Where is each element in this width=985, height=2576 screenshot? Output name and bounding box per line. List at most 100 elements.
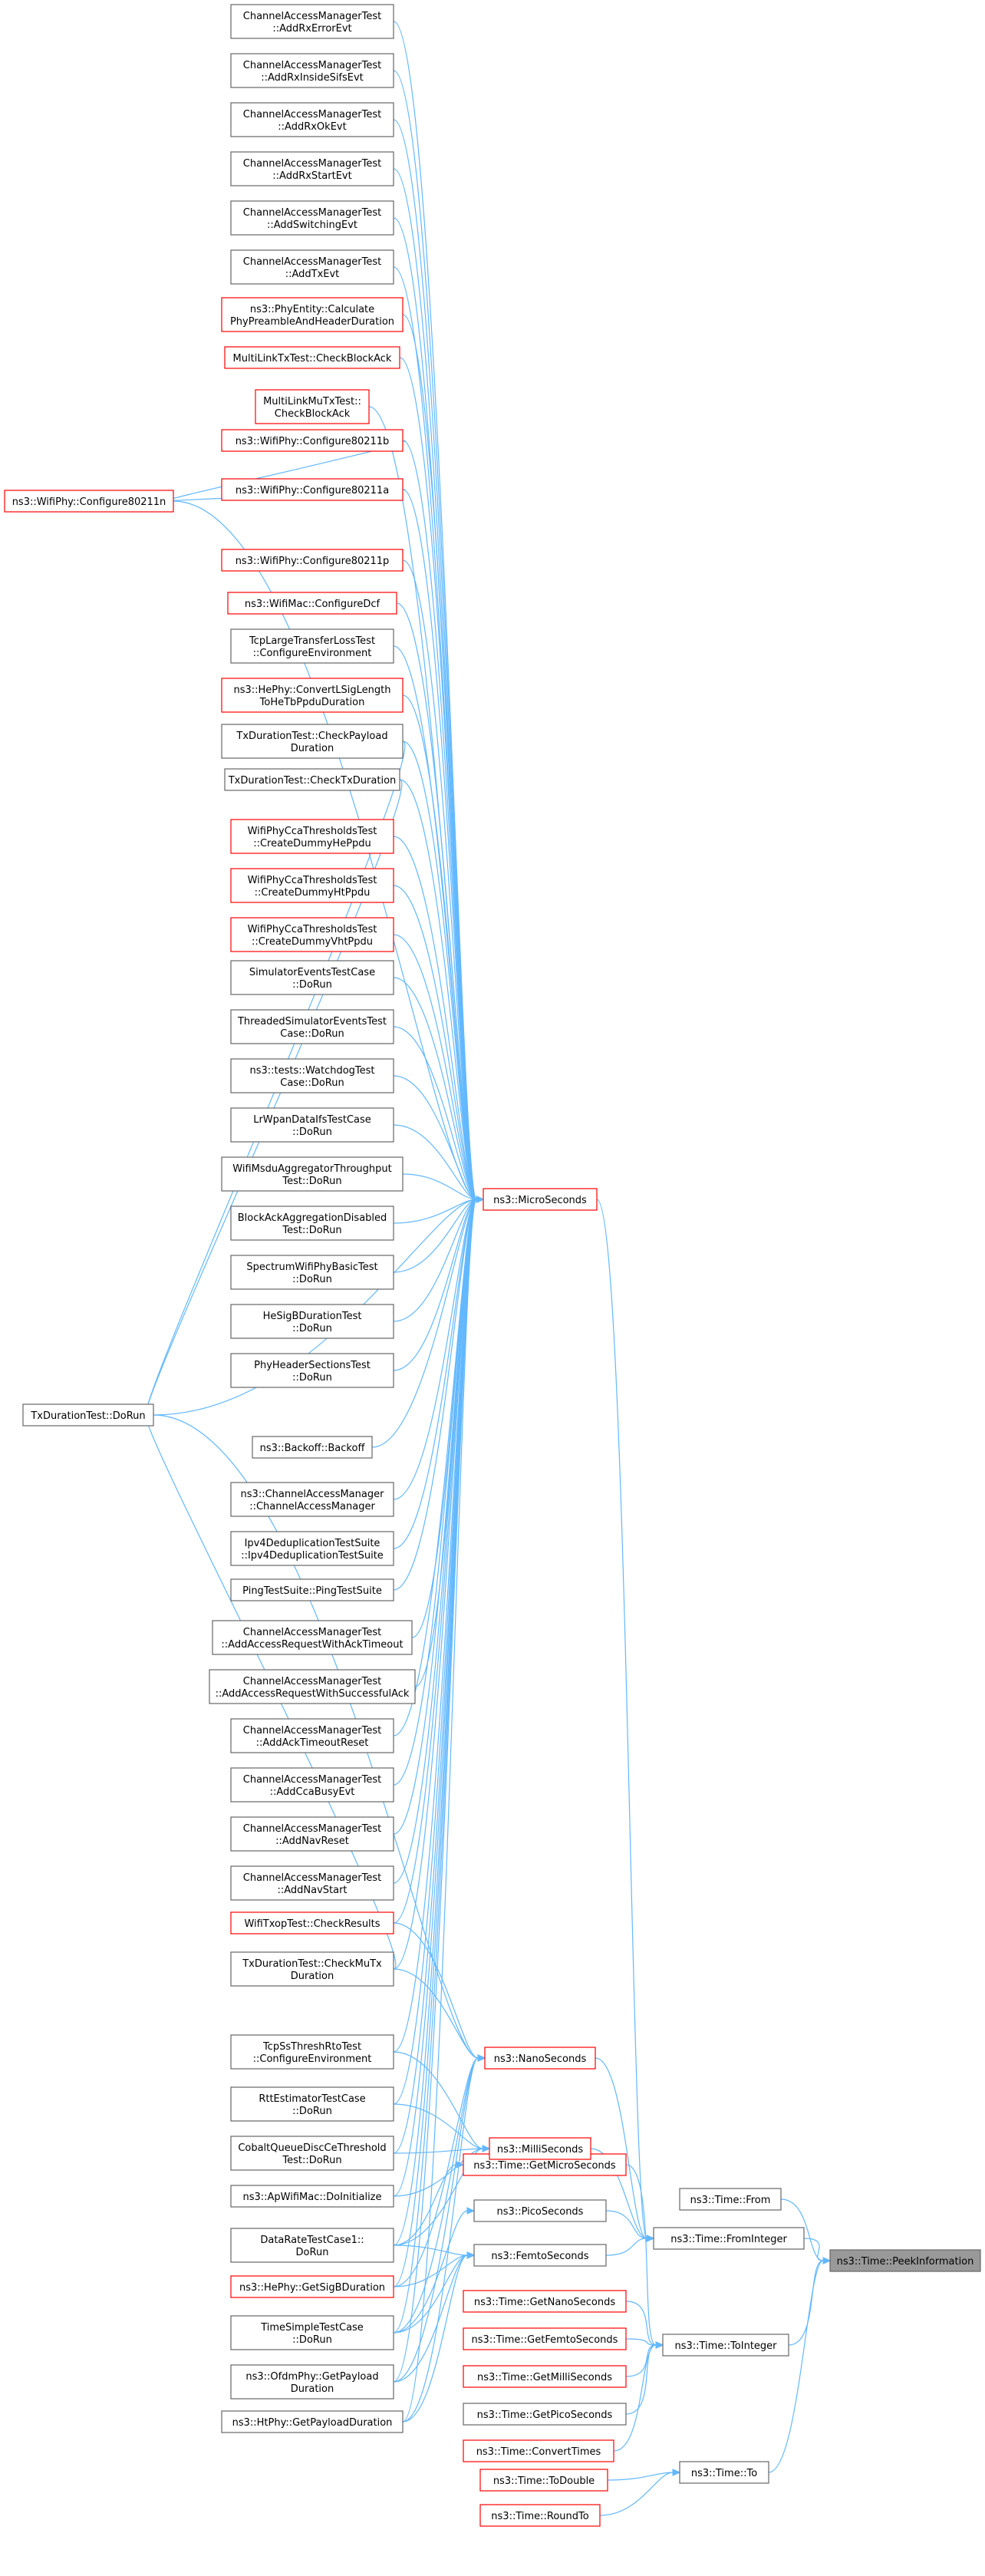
node-label: Test::DoRun — [282, 1176, 341, 1187]
node-nano[interactable]: ns3::NanoSeconds — [484, 2047, 596, 2070]
node-c4[interactable]: ChannelAccessManagerTest::AddRxStartEvt — [230, 151, 394, 186]
node-c17[interactable]: TxDurationTest::CheckTxDuration — [224, 768, 400, 791]
node-label: ::ConfigureEnvironment — [253, 2053, 372, 2065]
node-c12[interactable]: ns3::WifiPhy::Configure80211p — [221, 549, 404, 572]
node-c20[interactable]: WifiPhyCcaThresholdsTest::CreateDummyVht… — [230, 917, 394, 952]
edge-micro-to-fromInt — [596, 1199, 655, 2242]
node-c14[interactable]: TcpLargeTransferLossTest::ConfigureEnvir… — [230, 628, 394, 664]
node-label: ns3::Time::GetNanoSeconds — [474, 2297, 616, 2308]
node-txDoRun[interactable]: TxDurationTest::DoRun — [22, 1403, 154, 1427]
node-toDouble[interactable]: ns3::Time::ToDouble — [479, 2469, 608, 2492]
node-c42[interactable]: TcpSsThreshRtoTest::ConfigureEnvironment — [230, 2034, 394, 2070]
node-label: LrWpanDataIfsTestCase — [253, 1114, 371, 1126]
node-label: ns3::Time::ToDouble — [493, 2475, 595, 2487]
node-c35[interactable]: ChannelAccessManagerTest::AddAccessReque… — [209, 1669, 416, 1704]
node-label: SimulatorEventsTestCase — [249, 967, 375, 978]
node-getMilli[interactable]: ns3::Time::GetMilliSeconds — [463, 2365, 627, 2388]
node-label: ::DoRun — [292, 979, 332, 991]
node-getPico[interactable]: ns3::Time::GetPicoSeconds — [463, 2403, 627, 2426]
edge-c46-to-micro — [393, 1196, 485, 2246]
node-c29[interactable]: PhyHeaderSectionsTest::DoRun — [230, 1353, 394, 1388]
node-label: ::DoRun — [292, 2334, 332, 2346]
node-c27[interactable]: SpectrumWifiPhyBasicTest::DoRun — [230, 1255, 394, 1290]
node-c24[interactable]: LrWpanDataIfsTestCase::DoRun — [230, 1107, 394, 1143]
node-label: ns3::NanoSeconds — [494, 2053, 587, 2065]
node-convertTimes[interactable]: ns3::Time::ConvertTimes — [463, 2439, 614, 2462]
node-c5[interactable]: ChannelAccessManagerTest::AddSwitchingEv… — [230, 200, 394, 236]
node-c2[interactable]: ChannelAccessManagerTest::AddRxInsideSif… — [230, 53, 394, 88]
node-c33[interactable]: PingTestSuite::PingTestSuite — [230, 1578, 394, 1601]
node-label: Duration — [291, 743, 334, 754]
node-label: Test::DoRun — [282, 1225, 341, 1236]
node-getNano[interactable]: ns3::Time::GetNanoSeconds — [463, 2290, 627, 2313]
node-fromInt[interactable]: ns3::Time::FromInteger — [653, 2227, 805, 2250]
node-c7[interactable]: ns3::PhyEntity::CalculatePhyPreambleAndH… — [221, 297, 404, 332]
node-label: ThreadedSimulatorEventsTest — [237, 1016, 387, 1027]
node-label: ChannelAccessManagerTest — [243, 1774, 381, 1786]
node-label: ::AddAccessRequestWithSuccessfulAck — [216, 1688, 410, 1700]
node-label: TxDurationTest::CheckTxDuration — [228, 775, 397, 787]
node-pico[interactable]: ns3::PicoSeconds — [473, 2199, 607, 2222]
node-label: ::AddCcaBusyEvt — [270, 1786, 355, 1798]
node-peek: ns3::Time::PeekInformation — [829, 2249, 981, 2272]
node-c50[interactable]: ns3::HtPhy::GetPayloadDuration — [221, 2410, 404, 2433]
node-label: ns3::HePhy::GetSigBDuration — [239, 2282, 385, 2294]
node-label: ChannelAccessManagerTest — [243, 256, 381, 268]
node-n80211n[interactable]: ns3::WifiPhy::Configure80211n — [4, 490, 174, 513]
node-c3[interactable]: ChannelAccessManagerTest::AddRxOkEvt — [230, 102, 394, 137]
node-getFemto[interactable]: ns3::Time::GetFemtoSeconds — [463, 2327, 627, 2350]
node-roundTo[interactable]: ns3::Time::RoundTo — [479, 2504, 601, 2527]
node-c31[interactable]: ns3::ChannelAccessManager::ChannelAccess… — [230, 1482, 394, 1517]
node-milli[interactable]: ns3::MilliSeconds — [489, 2137, 591, 2160]
node-c34[interactable]: ChannelAccessManagerTest::AddAccessReque… — [212, 1620, 413, 1655]
node-c19[interactable]: WifiPhyCcaThresholdsTest::CreateDummyHtP… — [230, 868, 394, 903]
node-c30[interactable]: ns3::Backoff::Backoff — [252, 1436, 373, 1459]
node-c36[interactable]: ChannelAccessManagerTest::AddAckTimeoutR… — [230, 1718, 394, 1753]
node-c38[interactable]: ChannelAccessManagerTest::AddNavReset — [230, 1816, 394, 1852]
node-micro[interactable]: ns3::MicroSeconds — [483, 1188, 598, 1211]
node-label: DoRun — [296, 2247, 329, 2258]
node-femto[interactable]: ns3::FemtoSeconds — [473, 2244, 607, 2267]
node-c40[interactable]: WifiTxopTest::CheckResults — [230, 1911, 394, 1934]
node-label: TxDurationTest::CheckMuTx — [242, 1958, 382, 1970]
node-c39[interactable]: ChannelAccessManagerTest::AddNavStart — [230, 1865, 394, 1901]
node-label: ::AddNavReset — [275, 1836, 349, 1847]
node-label: ns3::Time::GetMilliSeconds — [477, 2372, 612, 2383]
edge-c11-to-micro — [402, 489, 485, 1203]
node-c21[interactable]: SimulatorEventsTestCase::DoRun — [230, 960, 394, 995]
node-c1[interactable]: ChannelAccessManagerTest::AddRxErrorEvt — [230, 4, 394, 39]
node-c37[interactable]: ChannelAccessManagerTest::AddCcaBusyEvt — [230, 1767, 394, 1803]
node-c9[interactable]: MultiLinkMuTxTest::CheckBlockAck — [255, 389, 370, 424]
call-edges — [145, 21, 832, 2516]
node-c48[interactable]: TimeSimpleTestCase::DoRun — [230, 2315, 394, 2350]
node-to[interactable]: ns3::Time::To — [679, 2461, 769, 2484]
node-label: ns3::Backoff::Backoff — [260, 1443, 366, 1454]
node-c46[interactable]: DataRateTestCase1::DoRun — [230, 2228, 394, 2263]
node-label: ns3::WifiMac::ConfigureDcf — [245, 599, 380, 610]
node-c13[interactable]: ns3::WifiMac::ConfigureDcf — [227, 592, 397, 615]
node-c10[interactable]: ns3::WifiPhy::Configure80211b — [221, 429, 404, 452]
node-c49[interactable]: ns3::OfdmPhy::GetPayloadDuration — [230, 2364, 394, 2400]
node-from[interactable]: ns3::Time::From — [679, 2188, 782, 2211]
node-c32[interactable]: Ipv4DeduplicationTestSuite::Ipv4Deduplic… — [230, 1531, 394, 1566]
node-c28[interactable]: HeSigBDurationTest::DoRun — [230, 1304, 394, 1339]
node-c47[interactable]: ns3::HePhy::GetSigBDuration — [230, 2275, 394, 2298]
node-c43[interactable]: RttEstimatorTestCase::DoRun — [230, 2086, 394, 2122]
node-c45[interactable]: ns3::ApWifiMac::DoInitialize — [230, 2185, 394, 2208]
node-c8[interactable]: MultiLinkTxTest::CheckBlockAck — [224, 346, 400, 369]
node-label: ChannelAccessManagerTest — [243, 11, 381, 22]
node-c6[interactable]: ChannelAccessManagerTest::AddTxEvt — [230, 249, 394, 285]
node-label: ::DoRun — [292, 2106, 332, 2117]
node-c11[interactable]: ns3::WifiPhy::Configure80211a — [221, 478, 404, 501]
node-toInt[interactable]: ns3::Time::ToInteger — [662, 2334, 789, 2357]
node-c15[interactable]: ns3::HePhy::ConvertLSigLengthToHeTbPpduD… — [221, 678, 404, 713]
node-label: ::AddRxErrorEvt — [272, 23, 351, 35]
node-c18[interactable]: WifiPhyCcaThresholdsTest::CreateDummyHeP… — [230, 819, 394, 854]
